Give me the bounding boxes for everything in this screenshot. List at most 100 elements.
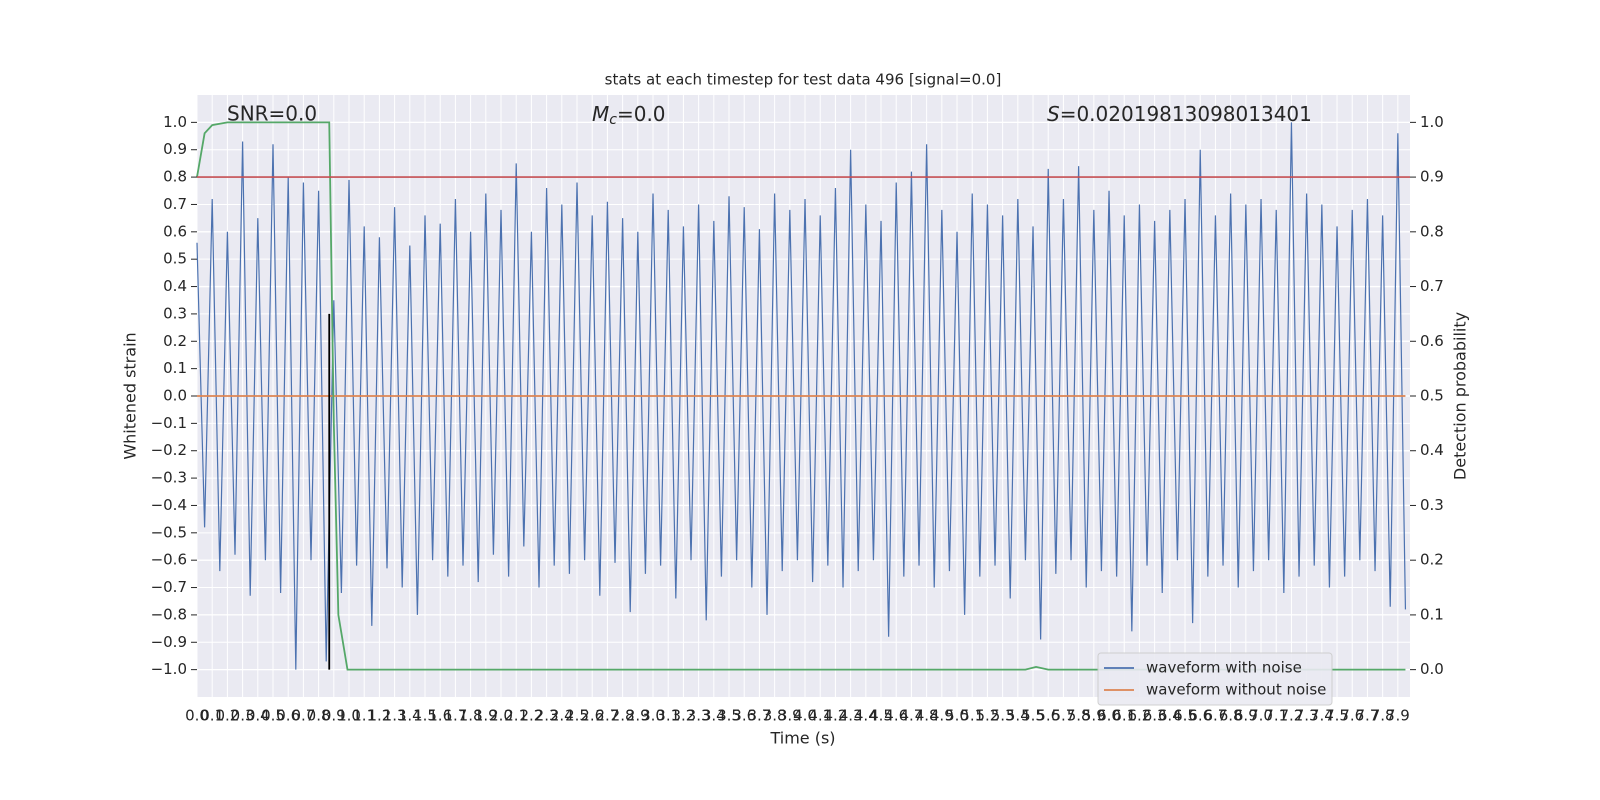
x-tick-label: 2.2	[519, 707, 543, 725]
legend-box	[1097, 652, 1333, 706]
x-tick-label: 5.6	[1036, 707, 1060, 725]
y-tick-label: −0.2	[151, 441, 187, 459]
y-tick-label: 0.9	[163, 140, 187, 158]
x-tick-label: 0.4	[246, 707, 270, 725]
x-tick-label: 1.5	[413, 707, 437, 725]
x-tick-label: 0.2	[215, 707, 239, 725]
series-line	[196, 122, 1407, 670]
x-tick-label: 4.5	[869, 707, 893, 725]
y-tick-label: −0.1	[151, 414, 187, 432]
x-tick-label: 3.9	[778, 707, 802, 725]
x-tick-label: 5.3	[991, 707, 1015, 725]
x-tick-label: 3.3	[687, 707, 711, 725]
x-tick-label: 4.1	[808, 707, 832, 725]
x-tick-label: 7.5	[1325, 707, 1349, 725]
y-tick-label: 0.6	[163, 222, 187, 240]
x-tick-label: 7.8	[1371, 707, 1395, 725]
x-tick-label: 0.0	[185, 707, 209, 725]
y-tick-label: 1.0	[163, 113, 187, 131]
annotation-symbol: S	[1047, 102, 1060, 126]
x-tick-label: 6.9	[1234, 707, 1258, 725]
x-tick-label: 3.6	[732, 707, 756, 725]
x-tick-label: 7.9	[1386, 707, 1410, 725]
labels: 0.00.10.20.30.40.50.60.70.80.91.01.11.21…	[151, 113, 1444, 725]
x-tick-label: 1.7	[443, 707, 467, 725]
y-tick-label: 0.5	[163, 250, 187, 268]
x-tick-label: 3.4	[702, 707, 726, 725]
x-tick-label: 4.2	[823, 707, 847, 725]
series-line	[196, 121, 1406, 671]
y-tick-label: 0.2	[163, 332, 187, 350]
x-tick-label: 5.0	[945, 707, 969, 725]
y2-tick-label: 0.2	[1420, 551, 1444, 569]
x-tick-label: 3.1	[656, 707, 680, 725]
x-tick-label: 4.7	[899, 707, 923, 725]
y2-axis-label: Detection probability	[1451, 312, 1470, 480]
marks	[196, 121, 1410, 671]
legend: waveform with noise waveform without nois…	[1097, 652, 1333, 706]
y2-tick-label: 0.6	[1420, 332, 1444, 350]
x-tick-label: 3.7	[747, 707, 771, 725]
x-tick-label: 2.6	[580, 707, 604, 725]
x-tick-label: 2.1	[504, 707, 528, 725]
x-tick-label: 1.3	[383, 707, 407, 725]
y2-tick-label: 0.5	[1420, 387, 1444, 405]
x-tick-label: 2.0	[489, 707, 513, 725]
x-tick-label: 0.5	[261, 707, 285, 725]
x-tick-label: 6.1	[1112, 707, 1136, 725]
x-tick-label: 6.6	[1188, 707, 1212, 725]
y-tick-label: −0.6	[151, 551, 187, 569]
x-tick-label: 7.3	[1295, 707, 1319, 725]
legend-label: waveform with noise	[1146, 659, 1302, 677]
x-tick-label: 1.9	[474, 707, 498, 725]
x-tick-label: 5.5	[1021, 707, 1045, 725]
x-tick-label: 7.2	[1280, 707, 1304, 725]
y2-tick-label: 1.0	[1420, 113, 1444, 131]
y-tick-label: −0.3	[151, 469, 187, 487]
y-tick-label: 0.3	[163, 304, 187, 322]
x-tick-label: 3.8	[763, 707, 787, 725]
x-tick-label: 3.2	[671, 707, 695, 725]
y2-tick-label: 0.7	[1420, 277, 1444, 295]
x-tick-label: 5.7	[1051, 707, 1075, 725]
x-tick-label: 7.0	[1249, 707, 1273, 725]
x-tick-label: 6.4	[1158, 707, 1182, 725]
x-tick-label: 4.6	[884, 707, 908, 725]
x-tick-label: 1.6	[428, 707, 452, 725]
x-tick-label: 0.6	[276, 707, 300, 725]
y-tick-label: −0.5	[151, 523, 187, 541]
y2-tick-label: 0.0	[1420, 660, 1444, 678]
annotation-symbol: M	[592, 102, 609, 126]
y-tick-label: −0.9	[151, 633, 187, 651]
x-tick-label: 1.8	[459, 707, 483, 725]
x-tick-label: 5.9	[1082, 707, 1106, 725]
y2-tick-label: 0.4	[1420, 441, 1444, 459]
x-tick-label: 2.7	[595, 707, 619, 725]
x-tick-label: 2.4	[550, 707, 574, 725]
x-tick-label: 7.1	[1264, 707, 1288, 725]
x-tick-label: 6.7	[1204, 707, 1228, 725]
y2-tick-label: 0.1	[1420, 605, 1444, 623]
x-tick-label: 0.9	[322, 707, 346, 725]
x-axis-label: Time (s)	[769, 729, 835, 748]
x-tick-label: 0.7	[291, 707, 315, 725]
x-tick-label: 0.1	[200, 707, 224, 725]
x-tick-label: 4.8	[915, 707, 939, 725]
x-tick-label: 1.4	[398, 707, 422, 725]
annotation: Mc=0.0	[592, 102, 666, 129]
y-tick-label: 0.1	[163, 359, 187, 377]
y-tick-label: −0.8	[151, 605, 187, 623]
x-tick-label: 2.8	[611, 707, 635, 725]
annotation: SNR=0.0	[227, 102, 317, 126]
x-tick-label: 0.3	[231, 707, 255, 725]
y-tick-label: −0.4	[151, 496, 187, 514]
x-tick-label: 2.5	[565, 707, 589, 725]
chart-title: stats at each timestep for test data 496…	[605, 71, 1002, 89]
y-tick-label: −0.7	[151, 578, 187, 596]
x-tick-label: 1.1	[352, 707, 376, 725]
x-tick-label: 4.4	[854, 707, 878, 725]
x-tick-label: 6.3	[1143, 707, 1167, 725]
x-tick-label: 0.8	[307, 707, 331, 725]
x-tick-label: 4.0	[793, 707, 817, 725]
